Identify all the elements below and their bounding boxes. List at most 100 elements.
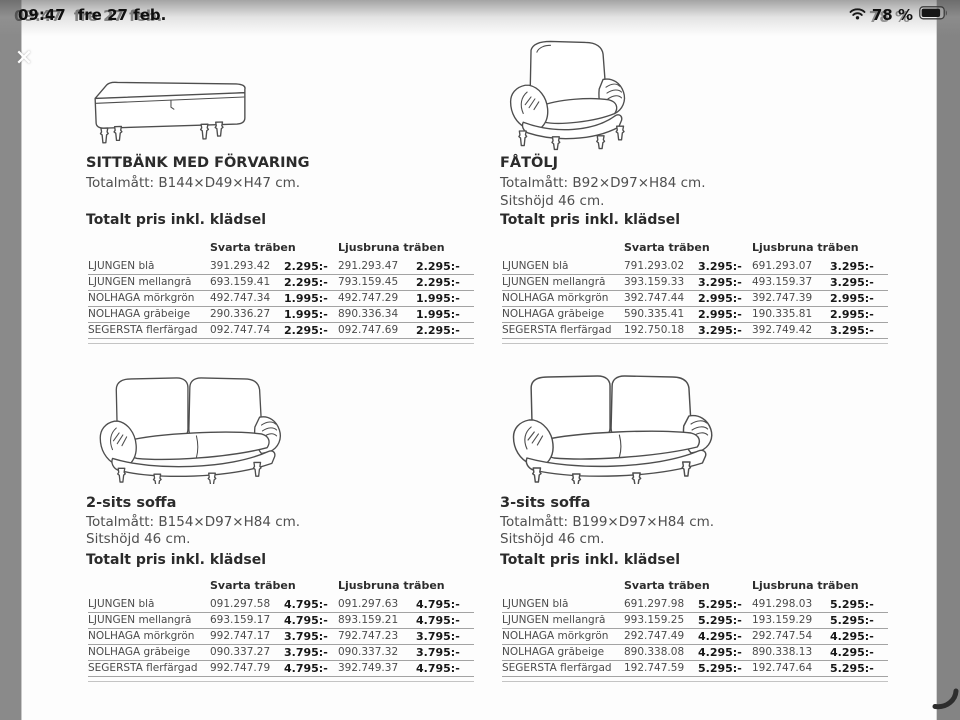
price-light: 5.295:- xyxy=(830,615,874,627)
article-number-light: 392.749.42 xyxy=(752,325,813,337)
product-dimensions: Totalmått: B92×D97×H84 cm. xyxy=(500,175,706,191)
article-number-light: 092.747.69 xyxy=(338,325,399,337)
article-number-black: 391.293.42 xyxy=(210,261,271,273)
price-table-row: SEGERSTA flerfärgad 092.747.74 2.295:- 092.… xyxy=(88,323,474,340)
article-number-light: 890.336.34 xyxy=(338,309,399,321)
price-light: 3.795:- xyxy=(416,631,460,643)
article-number-light: 890.338.13 xyxy=(752,647,813,659)
fabric-name: NOLHAGA gråbeige xyxy=(88,647,191,659)
fabric-name: NOLHAGA gråbeige xyxy=(88,309,191,321)
fabric-name: SEGERSTA flerfärgad xyxy=(502,663,612,675)
price-light: 5.295:- xyxy=(830,663,874,675)
article-number-black: 992.747.17 xyxy=(210,631,271,643)
price-black: 2.295:- xyxy=(284,277,328,289)
fabric-name: LJUNGEN mellangrå xyxy=(88,277,192,289)
article-number-light: 491.298.03 xyxy=(752,599,813,611)
column-header-lightbrown-legs: Ljusbruna träben xyxy=(752,241,859,254)
article-number-light: 392.747.39 xyxy=(752,293,813,305)
article-number-black: 890.338.08 xyxy=(624,647,685,659)
close-button[interactable]: ✕ xyxy=(9,44,39,74)
article-number-light: 792.747.23 xyxy=(338,631,399,643)
price-light: 3.295:- xyxy=(830,261,874,273)
status-time: 09:47 xyxy=(18,6,66,24)
viewer-gutter-right xyxy=(936,0,960,720)
price-light: 3.795:- xyxy=(416,647,460,659)
price-table: Svarta träben Ljusbruna träben LJUNGEN b… xyxy=(502,239,888,344)
price-light: 4.295:- xyxy=(830,631,874,643)
column-header-lightbrown-legs: Ljusbruna träben xyxy=(338,579,445,592)
status-time-date-ghost: 09:47 fre 27 feb. xyxy=(14,7,163,25)
product-price-title: Totalt pris inkl. klädsel xyxy=(86,212,267,228)
price-black: 3.795:- xyxy=(284,647,328,659)
price-table-header: Svarta träben Ljusbruna träben xyxy=(502,577,888,597)
price-light: 4.795:- xyxy=(416,599,460,611)
article-number-black: 693.159.17 xyxy=(210,615,271,627)
battery-percent: 78 % 78 % xyxy=(868,6,913,26)
storage-bench-illustration xyxy=(92,80,248,150)
price-table: Svarta träben Ljusbruna träben LJUNGEN b… xyxy=(502,577,888,682)
product-title: SITTBÄNK MED FÖRVARING xyxy=(86,155,310,171)
price-table: Svarta träben Ljusbruna träben LJUNGEN b… xyxy=(88,239,474,344)
price-black: 1.995:- xyxy=(284,293,328,305)
article-number-light: 793.159.45 xyxy=(338,277,399,289)
fabric-name: LJUNGEN mellangrå xyxy=(88,615,192,627)
product-dimensions: Totalmått: B154×D97×H84 cm. xyxy=(86,514,301,530)
price-black: 1.995:- xyxy=(284,309,328,321)
article-number-black: 092.747.74 xyxy=(210,325,271,337)
price-table-row: LJUNGEN blå 091.297.58 4.795:- 091.297.63 4.… xyxy=(88,597,474,614)
price-light: 2.995:- xyxy=(830,309,874,321)
fabric-name: NOLHAGA mörkgrön xyxy=(502,293,609,305)
price-table-row: LJUNGEN mellangrå 693.159.41 2.295:- 793.15… xyxy=(88,275,474,292)
product-seat-height: Sitshöjd 46 cm. xyxy=(500,531,605,547)
price-black: 3.795:- xyxy=(284,631,328,643)
price-black: 4.795:- xyxy=(284,663,328,675)
fabric-name: NOLHAGA mörkgrön xyxy=(502,631,609,643)
price-black: 4.295:- xyxy=(698,647,742,659)
page-curl-graphic xyxy=(929,687,959,719)
battery-icon xyxy=(919,6,948,24)
price-light: 4.295:- xyxy=(830,647,874,659)
article-number-black: 693.159.41 xyxy=(210,277,271,289)
fabric-name: LJUNGEN mellangrå xyxy=(502,277,606,289)
product-dimensions: Totalmått: B144×D49×H47 cm. xyxy=(86,175,301,191)
article-number-light: 691.293.07 xyxy=(752,261,813,273)
product-seat-height: Sitshöjd 46 cm. xyxy=(86,531,191,547)
price-table-header: Svarta träben Ljusbruna träben xyxy=(502,239,888,259)
article-number-black: 392.747.44 xyxy=(624,293,685,305)
article-number-light: 090.337.32 xyxy=(338,647,399,659)
price-table-row: NOLHAGA mörkgrön 292.747.49 4.295:- 292.747… xyxy=(502,629,888,646)
price-light: 1.995:- xyxy=(416,293,460,305)
fabric-name: SEGERSTA flerfärgad xyxy=(88,325,198,337)
price-black: 4.295:- xyxy=(698,631,742,643)
price-table-row: LJUNGEN mellangrå 393.159.33 3.295:- 493.15… xyxy=(502,275,888,292)
status-time-date: 09:47 fre 27 feb. 09:47 fre 27 feb. xyxy=(14,6,166,25)
price-table-row: NOLHAGA mörkgrön 492.747.34 1.995:- 492.747… xyxy=(88,291,474,308)
fabric-name: SEGERSTA flerfärgad xyxy=(88,663,198,675)
price-light: 2.295:- xyxy=(416,261,460,273)
fabric-name: NOLHAGA gråbeige xyxy=(502,309,605,321)
column-header-lightbrown-legs: Ljusbruna träben xyxy=(338,241,445,254)
article-number-black: 590.335.41 xyxy=(624,309,685,321)
status-bar: 09:47 fre 27 feb. 09:47 fre 27 feb. 78 % 7… xyxy=(0,0,960,38)
fabric-name: LJUNGEN mellangrå xyxy=(502,615,606,627)
price-light: 2.295:- xyxy=(416,325,460,337)
price-table-row: LJUNGEN blå 391.293.42 2.295:- 291.293.47 2.… xyxy=(88,259,474,276)
two-seat-sofa-illustration xyxy=(88,374,286,484)
price-light: 5.295:- xyxy=(830,599,874,611)
price-table-row: LJUNGEN mellangrå 693.159.17 4.795:- 893.15… xyxy=(88,613,474,630)
fabric-name: LJUNGEN blå xyxy=(502,599,569,611)
article-number-light: 493.159.37 xyxy=(752,277,813,289)
price-black: 2.295:- xyxy=(284,261,328,273)
product-title: 2-sits soffa xyxy=(86,495,177,511)
article-number-black: 993.159.25 xyxy=(624,615,685,627)
price-table-row: SEGERSTA flerfärgad 192.750.18 3.295:- 392.… xyxy=(502,323,888,340)
product-dimensions: Totalmått: B199×D97×H84 cm. xyxy=(500,514,715,530)
price-black: 2.995:- xyxy=(698,293,742,305)
article-number-light: 091.297.63 xyxy=(338,599,399,611)
three-seat-sofa-illustration xyxy=(500,372,718,484)
price-black: 5.295:- xyxy=(698,615,742,627)
price-table-header: Svarta träben Ljusbruna träben xyxy=(88,577,474,597)
product-price-title: Totalt pris inkl. klädsel xyxy=(500,212,681,228)
article-number-light: 190.335.81 xyxy=(752,309,813,321)
